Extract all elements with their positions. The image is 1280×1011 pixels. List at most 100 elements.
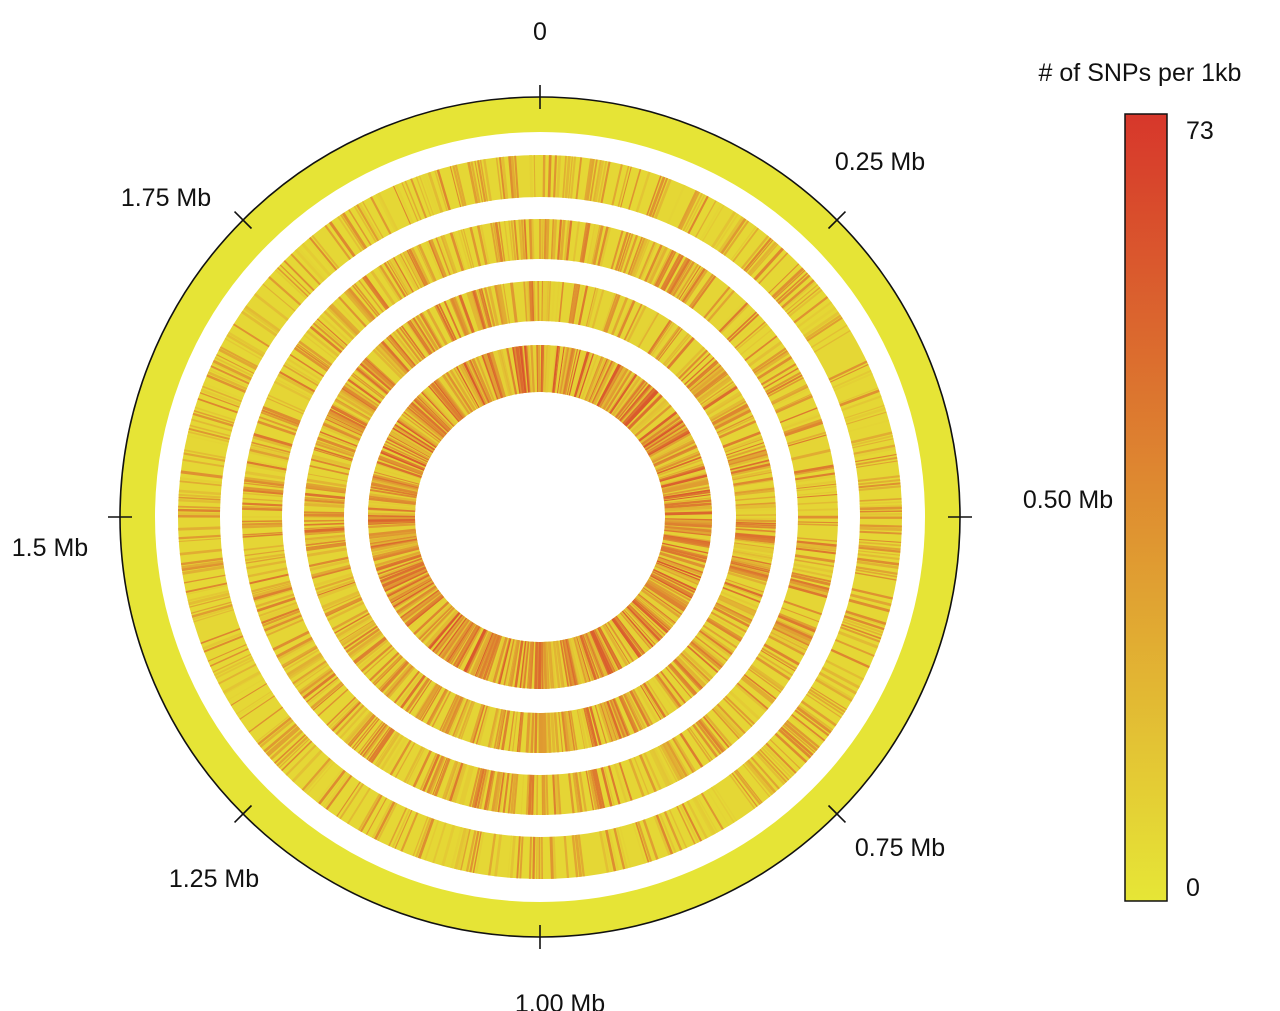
snp-density-stripe bbox=[857, 557, 900, 566]
snp-density-stripe bbox=[522, 641, 530, 689]
snp-density-stripe bbox=[337, 216, 363, 252]
snp-density-stripe bbox=[558, 712, 564, 752]
snp-density-stripe bbox=[729, 567, 769, 579]
snp-density-stripe bbox=[304, 527, 345, 533]
snp-density-stripe bbox=[586, 357, 608, 403]
snp-density-stripe bbox=[550, 712, 556, 753]
snp-density-stripe bbox=[571, 835, 579, 878]
snp-density-stripe bbox=[441, 694, 460, 733]
snp-density-stripe bbox=[457, 700, 474, 739]
snp-density-stripe bbox=[509, 639, 520, 687]
snp-density-stripe bbox=[427, 172, 444, 213]
snp-density-stripe bbox=[452, 624, 479, 667]
snp-density-stripe bbox=[617, 300, 636, 338]
snp-density-stripe bbox=[405, 321, 431, 356]
snp-density-stripe bbox=[663, 742, 686, 779]
snp-density-stripe bbox=[642, 819, 659, 860]
snp-density-stripe bbox=[644, 422, 685, 450]
snp-density-stripe bbox=[628, 169, 642, 210]
snp-density-stripe bbox=[375, 554, 422, 572]
snp-density-stripe bbox=[245, 556, 286, 564]
snp-density-stripe bbox=[577, 285, 589, 326]
snp-density-stripe bbox=[463, 628, 487, 673]
snp-density-stripe bbox=[735, 769, 763, 804]
snp-density-stripe bbox=[676, 656, 707, 687]
snp-density-stripe bbox=[587, 770, 598, 810]
snp-density-stripe bbox=[369, 532, 417, 543]
snp-density-stripe bbox=[209, 648, 249, 667]
snp-density-stripe bbox=[657, 328, 683, 361]
snp-density-stripe bbox=[279, 371, 316, 393]
snp-density-stripe bbox=[242, 505, 283, 509]
snp-density-stripe bbox=[438, 617, 467, 657]
snp-density-stripe bbox=[498, 284, 508, 325]
snp-density-stripe bbox=[717, 417, 755, 436]
snp-density-stripe bbox=[563, 220, 570, 261]
snp-density-stripe bbox=[559, 347, 568, 394]
snp-density-stripe bbox=[341, 212, 368, 250]
snp-density-stripe bbox=[646, 581, 688, 608]
snp-density-stripe bbox=[769, 739, 801, 770]
snp-density-stripe bbox=[373, 546, 420, 562]
snp-density-stripe bbox=[548, 641, 555, 689]
snp-density-stripe bbox=[731, 772, 758, 807]
snp-density-stripe bbox=[292, 660, 327, 685]
snp-density-stripe bbox=[838, 387, 879, 404]
snp-density-stripe bbox=[357, 793, 381, 831]
snp-density-stripe bbox=[242, 497, 283, 502]
snp-density-stripe bbox=[855, 566, 898, 575]
snp-density-stripe bbox=[469, 830, 480, 873]
snp-density-stripe bbox=[629, 237, 646, 276]
snp-density-stripe bbox=[415, 314, 439, 351]
snp-density-stripe bbox=[403, 746, 424, 783]
snp-density-stripe bbox=[725, 442, 765, 456]
snp-density-stripe bbox=[632, 823, 646, 864]
snp-density-stripe bbox=[595, 628, 618, 672]
snp-density-stripe bbox=[586, 632, 605, 677]
snp-density-stripe bbox=[716, 599, 755, 619]
snp-density-stripe bbox=[564, 639, 575, 686]
snp-density-stripe bbox=[468, 291, 483, 331]
snp-density-stripe bbox=[629, 690, 651, 727]
snp-density-stripe bbox=[598, 365, 624, 408]
snp-density-stripe bbox=[429, 383, 462, 422]
colorbar-max-label: 73 bbox=[1186, 117, 1214, 145]
snp-density-stripe bbox=[351, 717, 379, 749]
snp-density-stripe bbox=[412, 816, 429, 857]
snp-density-stripe bbox=[187, 430, 230, 443]
snp-density-stripe bbox=[314, 320, 347, 349]
snp-density-stripe bbox=[816, 676, 854, 700]
snp-density-stripe bbox=[697, 631, 732, 658]
snp-density-stripe bbox=[308, 556, 349, 568]
snp-density-stripe bbox=[574, 772, 583, 813]
snp-density-stripe bbox=[306, 761, 335, 795]
snp-density-stripe bbox=[664, 525, 712, 533]
snp-density-stripe bbox=[657, 557, 703, 576]
snp-density-stripe bbox=[777, 274, 811, 305]
snp-density-stripe bbox=[381, 661, 410, 693]
snp-density-stripe bbox=[664, 527, 712, 535]
snp-density-stripe bbox=[575, 636, 591, 682]
snp-density-stripe bbox=[652, 568, 697, 592]
snp-density-stripe bbox=[192, 606, 234, 621]
snp-density-stripe bbox=[562, 711, 571, 752]
snp-density-stripe bbox=[276, 636, 313, 659]
position-tick-mark bbox=[827, 210, 847, 230]
snp-density-stripe bbox=[348, 209, 372, 246]
snp-density-stripe bbox=[327, 601, 365, 622]
snp-density-stripe bbox=[750, 756, 780, 790]
snp-density-stripe bbox=[780, 726, 814, 757]
snp-density-stripe bbox=[729, 565, 769, 578]
snp-density-stripe bbox=[452, 296, 471, 335]
snp-density-stripe bbox=[859, 504, 902, 508]
snp-density-stripe bbox=[473, 768, 485, 809]
snp-density-stripe bbox=[646, 245, 665, 283]
snp-density-stripe bbox=[649, 321, 673, 355]
snp-density-stripe bbox=[855, 456, 898, 466]
snp-density-stripe bbox=[514, 155, 520, 198]
snp-density-stripe bbox=[379, 264, 403, 300]
snp-density-stripe bbox=[625, 607, 659, 643]
snp-density-stripe bbox=[371, 478, 419, 492]
snp-density-stripe bbox=[279, 264, 311, 295]
snp-density-stripe bbox=[386, 260, 409, 296]
